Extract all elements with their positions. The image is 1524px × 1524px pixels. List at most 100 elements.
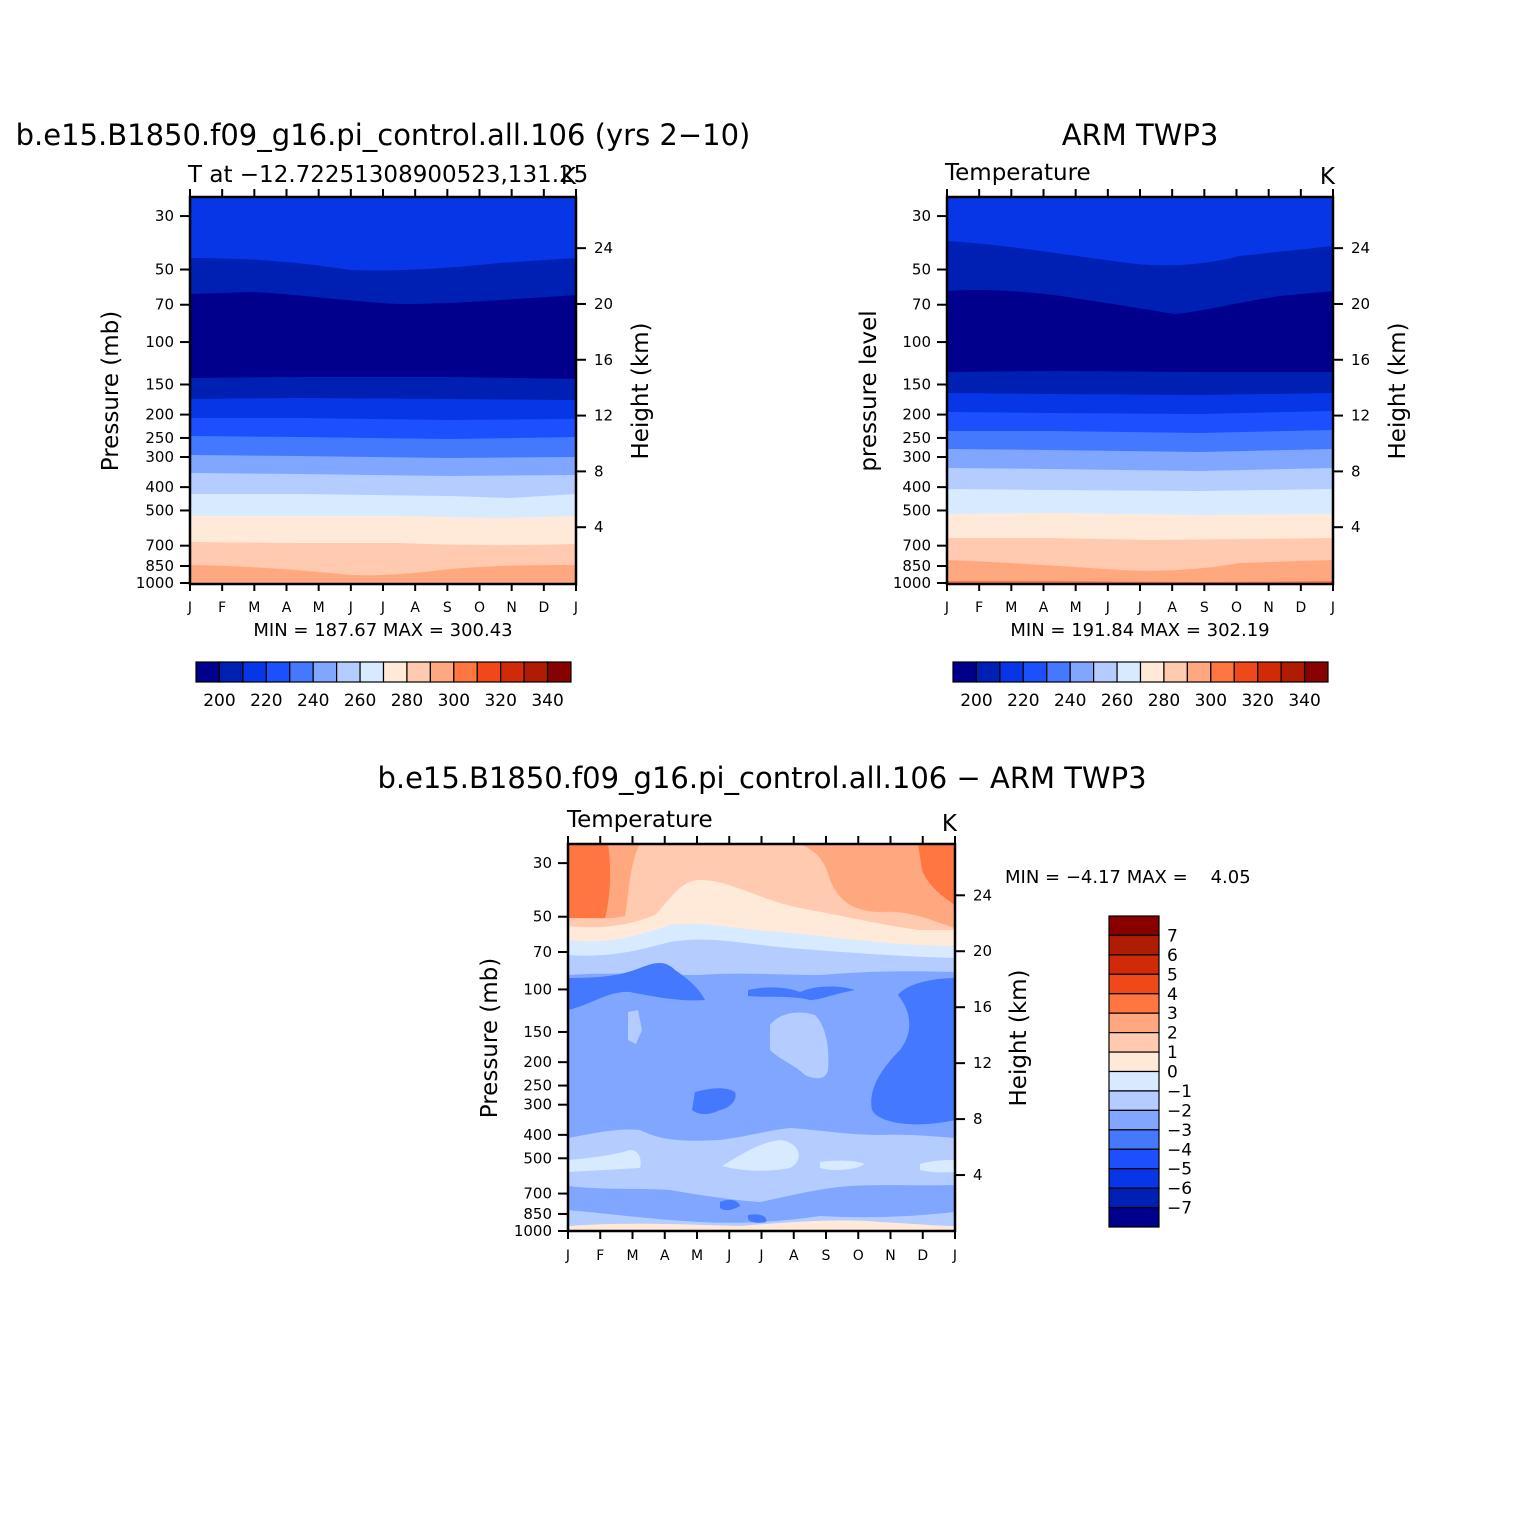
colorbar-box xyxy=(453,661,478,683)
y-tick-label: 50 xyxy=(912,261,931,279)
colorbar-box xyxy=(1108,1206,1160,1228)
colorbar-box xyxy=(429,661,455,683)
x-tick-label: J xyxy=(1330,600,1335,616)
x-tick-label: S xyxy=(822,1248,831,1264)
panel-obs-colorbar: 200 220 240 260 280 300 320 340 xyxy=(952,661,1329,711)
colorbar-box xyxy=(1108,1012,1160,1034)
band xyxy=(568,963,705,1010)
y2-tick-label: 12 xyxy=(1351,407,1370,425)
x-tick-label: S xyxy=(443,600,452,616)
y-tick-label: 700 xyxy=(523,1185,552,1203)
colorbar-label: −1 xyxy=(1167,1082,1192,1102)
colorbar-box xyxy=(546,661,572,683)
panel-diff-y2label: Height (km) xyxy=(1006,969,1032,1106)
y-tick-label: 150 xyxy=(523,1023,552,1041)
colorbar-label: 220 xyxy=(250,691,282,711)
band xyxy=(748,986,855,1000)
x-tick-label: M xyxy=(626,1248,638,1264)
colorbar-box xyxy=(1280,661,1306,683)
colorbar-label: −7 xyxy=(1167,1199,1192,1219)
band xyxy=(568,1220,955,1231)
colorbar-box xyxy=(952,661,978,683)
x-tick-label: O xyxy=(474,600,485,616)
band xyxy=(190,197,576,213)
colorbar-box xyxy=(476,661,502,683)
panel-obs-stats: MIN = 191.84 MAX = 302.19 xyxy=(1010,620,1269,641)
x-tick-label: A xyxy=(1167,600,1177,616)
x-tick-label: O xyxy=(853,1248,864,1264)
colorbar-box xyxy=(500,661,525,683)
x-tick-label: D xyxy=(917,1248,928,1264)
y-tick-label: 300 xyxy=(523,1096,552,1114)
panel-model-y2label: Height (km) xyxy=(628,322,654,459)
colorbar-label: −4 xyxy=(1167,1140,1192,1160)
x-tick-label: F xyxy=(218,600,226,616)
colorbar-label: −2 xyxy=(1167,1101,1192,1121)
colorbar-box xyxy=(336,661,361,683)
x-tick-label: J xyxy=(1137,600,1142,616)
colorbar-label: 340 xyxy=(531,691,563,711)
panel-diff-title: b.e15.B1850.f09_g16.pi_control.all.106 −… xyxy=(377,761,1146,795)
y-tick-label: 200 xyxy=(145,406,174,424)
x-tick-label: J xyxy=(573,600,578,616)
colorbar-label: 0 xyxy=(1167,1063,1178,1083)
band xyxy=(628,1010,642,1044)
colorbar-box xyxy=(999,661,1024,683)
y-tick-label: 150 xyxy=(145,375,174,393)
colorbar-label: 320 xyxy=(1241,691,1273,711)
band xyxy=(568,1150,641,1172)
y-tick-label: 50 xyxy=(533,908,552,926)
y-tick-label: 700 xyxy=(902,537,931,555)
colorbar-box xyxy=(1163,661,1188,683)
colorbar-label: 240 xyxy=(1054,691,1086,711)
colorbar-box xyxy=(242,661,267,683)
panel-diff: b.e15.B1850.f09_g16.pi_control.all.106 −… xyxy=(377,761,1250,1264)
x-tick-label: M xyxy=(248,600,260,616)
colorbar-box xyxy=(1108,1187,1160,1209)
y2-tick-label: 24 xyxy=(973,886,992,904)
band xyxy=(720,1199,740,1211)
band xyxy=(800,844,955,928)
y-tick-label: 400 xyxy=(145,478,174,496)
colorbar-box xyxy=(218,661,244,683)
y-tick-label: 100 xyxy=(902,333,931,351)
x-tick-label: M xyxy=(1070,600,1082,616)
x-tick-label: J xyxy=(187,600,192,616)
colorbar-box xyxy=(1069,661,1095,683)
band xyxy=(568,844,611,918)
x-tick-label: N xyxy=(506,600,516,616)
y2-tick-label: 16 xyxy=(973,998,992,1016)
colorbar-box xyxy=(1108,1032,1160,1053)
colorbar-box xyxy=(1108,1148,1160,1170)
colorbar-label: 280 xyxy=(391,691,423,711)
y2-tick-label: 20 xyxy=(594,295,613,313)
colorbar-label: 200 xyxy=(203,691,235,711)
colorbar-box xyxy=(289,661,314,683)
x-tick-label: J xyxy=(758,1248,763,1264)
x-tick-label: J xyxy=(380,600,385,616)
panel-obs-left-label: Temperature xyxy=(944,160,1091,186)
x-tick-label: A xyxy=(410,600,420,616)
x-tick-label: D xyxy=(1295,600,1306,616)
colorbar-box xyxy=(523,661,549,683)
x-tick-label: A xyxy=(789,1248,799,1264)
colorbar-box xyxy=(1093,661,1118,683)
colorbar-box xyxy=(1022,661,1048,683)
y-tick-label: 70 xyxy=(533,943,552,961)
colorbar-label: 220 xyxy=(1007,691,1039,711)
y2-tick-label: 20 xyxy=(1351,295,1370,313)
colorbar-label: 260 xyxy=(344,691,376,711)
y2-tick-label: 8 xyxy=(594,462,604,480)
band xyxy=(722,1140,799,1171)
band xyxy=(770,1012,829,1079)
y-tick-label: 70 xyxy=(155,296,174,314)
colorbar-box xyxy=(1108,1070,1160,1092)
band xyxy=(568,1185,955,1223)
colorbar-box xyxy=(1108,1090,1160,1111)
colorbar-label: 340 xyxy=(1288,691,1320,711)
panel-model-title: b.e15.B1850.f09_g16.pi_control.all.106 (… xyxy=(16,118,751,152)
y-tick-label: 850 xyxy=(145,557,174,575)
panel-obs-y2label: Height (km) xyxy=(1385,322,1411,459)
